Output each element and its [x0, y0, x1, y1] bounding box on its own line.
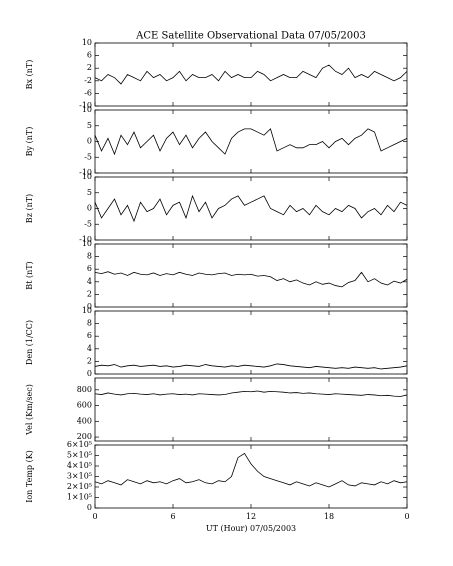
- panel-frame: [94, 444, 408, 509]
- x-axis-label: UT (Hour) 07/05/2003: [206, 524, 296, 533]
- y-tick-label: 8: [87, 319, 92, 328]
- data-line: [94, 128, 408, 156]
- panel-frame: [94, 310, 408, 375]
- y-axis-label: Bt (nT): [25, 261, 34, 289]
- y-tick-label: 6×10⁵: [67, 440, 92, 449]
- y-tick-label: 6: [87, 264, 92, 273]
- panel-frame: [94, 42, 408, 107]
- y-tick-label: 4×10⁵: [67, 461, 92, 470]
- y-tick-label: 6: [87, 51, 92, 60]
- data-line: [94, 64, 408, 85]
- panel-frame: [94, 377, 408, 442]
- y-tick-label: 1×10⁵: [67, 493, 92, 502]
- chart-title: ACE Satellite Observational Data 07/05/2…: [135, 31, 366, 42]
- x-tick-label: 18: [324, 512, 334, 521]
- y-tick-label: 800: [77, 385, 92, 394]
- y-axis-label: Ion Temp (K): [25, 450, 34, 503]
- x-tick-label: 0: [404, 512, 409, 521]
- y-tick-label: -6: [84, 88, 92, 97]
- y-tick-label: -10: [79, 101, 92, 110]
- y-tick-label: 400: [77, 416, 92, 425]
- y-axis-label: Bz (nT): [25, 194, 34, 223]
- y-tick-label: 4: [87, 277, 92, 286]
- y-tick-label: -2: [84, 76, 92, 85]
- y-tick-label: -10: [79, 235, 92, 244]
- y-tick-label: -5: [84, 152, 92, 161]
- y-tick-label: 0: [87, 369, 92, 378]
- y-tick-label: 10: [82, 239, 92, 248]
- y-tick-label: 2: [87, 356, 92, 365]
- y-tick-label: 8: [87, 252, 92, 261]
- y-tick-label: 4: [87, 344, 92, 353]
- y-tick-label: 3×10⁵: [67, 472, 92, 481]
- y-tick-label: 0: [87, 204, 92, 213]
- y-tick-label: -5: [84, 219, 92, 228]
- y-tick-label: 10: [82, 38, 92, 47]
- y-tick-label: -10: [79, 168, 92, 177]
- y-axis-label: By (nT): [25, 127, 34, 157]
- panel-frame: [94, 176, 408, 241]
- y-tick-label: 5: [87, 188, 92, 197]
- panel-frame: [94, 109, 408, 174]
- y-tick-label: 5×10⁵: [67, 451, 92, 460]
- data-line: [94, 271, 408, 288]
- y-tick-label: 600: [77, 401, 92, 410]
- x-tick-label: 6: [170, 512, 175, 521]
- y-tick-label: 0: [87, 137, 92, 146]
- data-line: [94, 194, 408, 223]
- y-tick-label: 6: [87, 331, 92, 340]
- data-line: [94, 452, 408, 488]
- x-tick-label: 0: [92, 512, 97, 521]
- y-axis-label: Vel (Km/sec): [25, 384, 34, 436]
- y-tick-label: 0: [87, 302, 92, 311]
- y-tick-label: 2×10⁵: [67, 482, 92, 491]
- y-tick-label: 200: [77, 432, 92, 441]
- y-tick-label: 2: [87, 63, 92, 72]
- y-axis-label: Bx (nT): [25, 60, 34, 90]
- data-line: [94, 390, 408, 397]
- y-tick-label: 0: [87, 503, 92, 512]
- y-tick-label: 5: [87, 121, 92, 130]
- panel-frame: [94, 243, 408, 308]
- data-line: [94, 363, 408, 370]
- x-tick-label: 12: [246, 512, 256, 521]
- y-tick-label: 10: [82, 306, 92, 315]
- y-tick-label: 10: [82, 172, 92, 181]
- y-tick-label: 2: [87, 289, 92, 298]
- y-tick-label: 10: [82, 105, 92, 114]
- y-axis-label: Den (1/CC): [25, 320, 34, 365]
